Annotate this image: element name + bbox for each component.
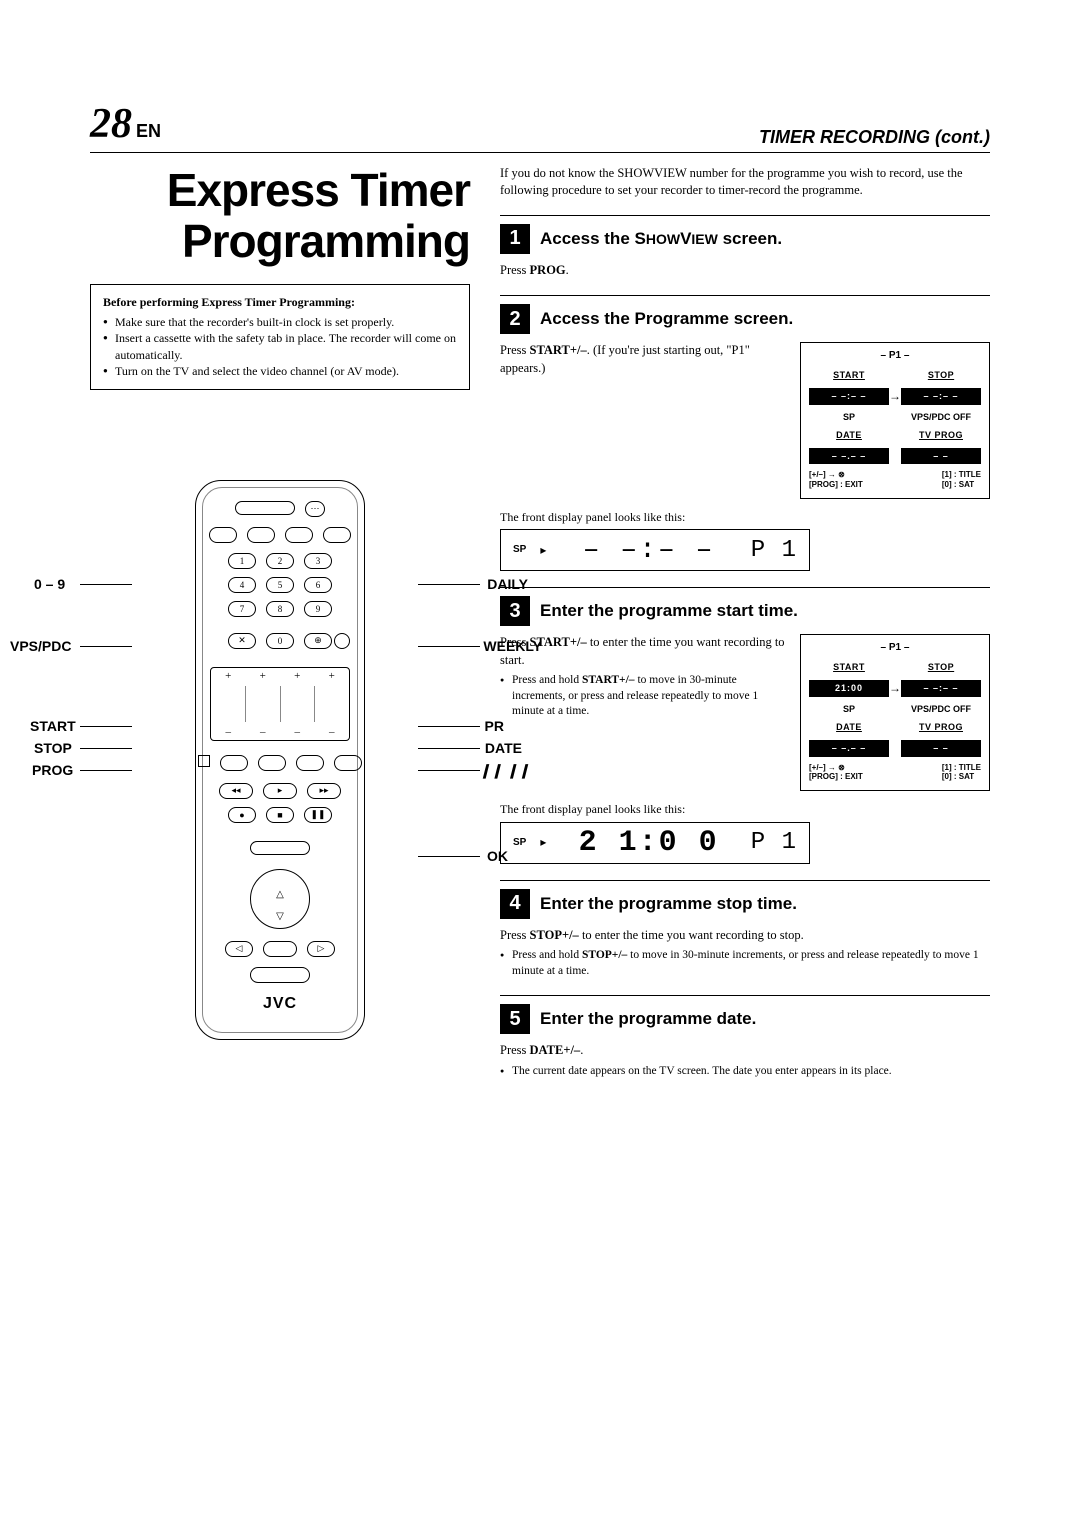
prep-item: Make sure that the recorder's built-in c… <box>103 314 457 330</box>
callout-pause-icon: ❙❙ ❙❙ <box>479 762 530 779</box>
callout-line <box>80 770 132 771</box>
callout-line <box>418 748 480 749</box>
step-3: 3 Enter the programme start time. Press … <box>500 587 990 863</box>
prep-item: Insert a cassette with the safety tab in… <box>103 330 457 362</box>
callout-line <box>80 748 132 749</box>
step-title: Enter the programme stop time. <box>540 894 797 914</box>
step-number: 5 <box>500 1004 530 1034</box>
step-number: 4 <box>500 889 530 919</box>
callout-line <box>418 770 480 771</box>
osd-screen: – P1 – STARTSTOP – –:– –→– –:– – SPVPS/P… <box>800 342 990 498</box>
page-title: Express Timer Programming <box>90 165 470 266</box>
step-body: Press DATE+/–. <box>500 1043 583 1057</box>
callout-vps: VPS/PDC <box>10 638 71 654</box>
step-body: Press PROG. <box>500 262 990 280</box>
prep-item: Turn on the TV and select the video chan… <box>103 363 457 379</box>
step-2: 2 Access the Programme screen. Press STA… <box>500 295 990 571</box>
callout-ok: OK <box>487 848 508 864</box>
step-number: 3 <box>500 596 530 626</box>
prep-heading: Before performing Express Timer Programm… <box>103 295 457 310</box>
step-number: 1 <box>500 224 530 254</box>
prep-box: Before performing Express Timer Programm… <box>90 284 470 390</box>
page-number: 28EN <box>90 100 161 148</box>
step-bullet: The current date appears on the TV scree… <box>500 1064 990 1080</box>
fd-label: The front display panel looks like this: <box>500 509 990 526</box>
callout-line <box>80 726 132 727</box>
step-body: Press START+/– to enter the time you wan… <box>500 635 785 667</box>
callout-weekly: WEEKLY <box>483 638 542 654</box>
brand-logo: JVC <box>196 995 364 1013</box>
callout-line <box>80 584 132 585</box>
callout-pr: PR <box>485 718 504 734</box>
fd-label: The front display panel looks like this: <box>500 801 990 818</box>
step-number: 2 <box>500 304 530 334</box>
remote-diagram: 0 – 9 VPS/PDC START STOP PROG DAILY WEEK… <box>90 480 470 1040</box>
callout-line <box>418 584 480 585</box>
callout-line <box>418 646 480 647</box>
step-body: Press STOP+/– to enter the time you want… <box>500 928 804 942</box>
step-bullet: Press and hold STOP+/– to move in 30-min… <box>500 948 990 979</box>
step-body: Press START+/–. (If you're just starting… <box>500 342 786 377</box>
step-title: Access the Programme screen. <box>540 309 793 329</box>
callout-stop: STOP <box>34 740 72 756</box>
step-1: 1 Access the SHOWVIEW screen. Press PROG… <box>500 215 990 280</box>
page-lang: EN <box>136 121 161 141</box>
front-display: SP ▸ 2 1:0 0 P 1 <box>500 822 810 864</box>
section-title: TIMER RECORDING (cont.) <box>759 127 990 148</box>
callout-daily: DAILY <box>487 576 528 592</box>
osd-screen: – P1 – STARTSTOP 21:00→– –:– – SPVPS/PDC… <box>800 634 990 790</box>
step-title: Enter the programme start time. <box>540 601 798 621</box>
step-4: 4 Enter the programme stop time. Press S… <box>500 880 990 980</box>
prep-list: Make sure that the recorder's built-in c… <box>103 314 457 379</box>
callout-prog: PROG <box>32 762 73 778</box>
step-title: Enter the programme date. <box>540 1009 756 1029</box>
callout-date: DATE <box>485 740 522 756</box>
callout-0-9: 0 – 9 <box>34 576 65 592</box>
callout-line <box>418 726 480 727</box>
page-num-value: 28 <box>90 101 132 147</box>
front-display: SP ▸ – –:– – P 1 <box>500 529 810 571</box>
page-header: 28EN TIMER RECORDING (cont.) <box>90 100 990 153</box>
step-bullet: Press and hold START+/– to move in 30-mi… <box>500 673 786 720</box>
step-5: 5 Enter the programme date. Press DATE+/… <box>500 995 990 1079</box>
remote-body: ⋯ 123 456 789 ✕0⊕ ++++ –––– <box>195 480 365 1040</box>
intro-text: If you do not know the SHOWVIEW number f… <box>500 165 990 199</box>
step-title: Access the SHOWVIEW screen. <box>540 229 782 249</box>
callout-line <box>418 856 480 857</box>
callout-start: START <box>30 718 76 734</box>
callout-line <box>80 646 132 647</box>
